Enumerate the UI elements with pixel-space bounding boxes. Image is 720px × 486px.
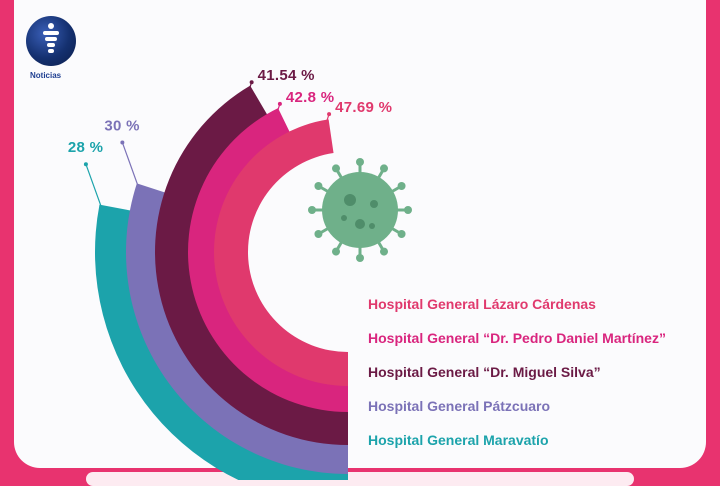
legend-marker — [348, 321, 362, 354]
virus-spot — [344, 194, 356, 206]
bar-hospital-general-dr-pedro-daniel-martinez — [188, 108, 348, 413]
virus-spike-tip — [332, 247, 340, 256]
legend-marker — [348, 423, 362, 456]
virus-spike-tip — [314, 182, 323, 190]
bar-hospital-general-dr-miguel-silva — [154, 85, 348, 445]
virus-spike-tip — [356, 158, 364, 166]
legend-marker — [348, 389, 362, 422]
leader-line — [324, 113, 330, 127]
virus-spike-tip — [404, 206, 412, 214]
leader-dot — [83, 162, 88, 167]
virus-spike-tip — [397, 230, 406, 238]
pct-label-hospital-general-patzcuaro: 30 % — [104, 117, 139, 134]
virus-body — [322, 172, 398, 248]
virus-spot — [355, 219, 365, 229]
legend-hospital-general-dr-pedro-daniel-martinez: Hospital General “Dr. Pedro Daniel Martí… — [368, 330, 666, 346]
leader-line — [275, 103, 281, 117]
bar-hospital-general-patzcuaro — [125, 183, 348, 474]
virus-spike-tip — [332, 164, 340, 173]
virus-spike-tip — [308, 206, 316, 214]
virus-spike-tip — [380, 164, 388, 173]
pct-label-hospital-general-lazaro-cardenas: 47.69 % — [335, 99, 392, 116]
leader-dot — [327, 112, 332, 117]
bar-hospital-general-maravatio — [95, 204, 348, 480]
leader-line — [121, 142, 141, 193]
pct-label-hospital-general-maravatio: 28 % — [68, 139, 103, 156]
virus-spot — [341, 215, 347, 221]
leader-dot — [277, 101, 282, 106]
leader-line — [247, 82, 253, 95]
legend-hospital-general-dr-miguel-silva: Hospital General “Dr. Miguel Silva” — [368, 364, 601, 380]
virus-spot — [369, 223, 375, 229]
virus-spike-tip — [314, 230, 323, 238]
bar-hospital-general-lazaro-cardenas — [214, 119, 348, 387]
pct-label-hospital-general-dr-miguel-silva: 41.54 % — [258, 67, 315, 84]
virus-spike-tip — [380, 247, 388, 256]
legend-hospital-general-patzcuaro: Hospital General Pátzcuaro — [368, 398, 550, 414]
virus-spike-tip — [397, 182, 406, 190]
logo-icon — [26, 16, 76, 66]
legend-marker — [348, 355, 362, 388]
virus-spot — [370, 200, 378, 208]
legend-marker — [348, 287, 362, 320]
legend-hospital-general-maravatio: Hospital General Maravatío — [368, 432, 549, 448]
legend-hospital-general-lazaro-cardenas: Hospital General Lázaro Cárdenas — [368, 296, 596, 312]
pct-label-hospital-general-dr-pedro-daniel-martinez: 42.8 % — [286, 89, 335, 106]
leader-dot — [249, 80, 254, 85]
leader-dot — [120, 140, 125, 145]
logo-text: Noticias — [30, 71, 62, 80]
virus-spike-tip — [356, 254, 364, 262]
virus-icon — [308, 158, 412, 262]
leader-line — [85, 164, 105, 215]
